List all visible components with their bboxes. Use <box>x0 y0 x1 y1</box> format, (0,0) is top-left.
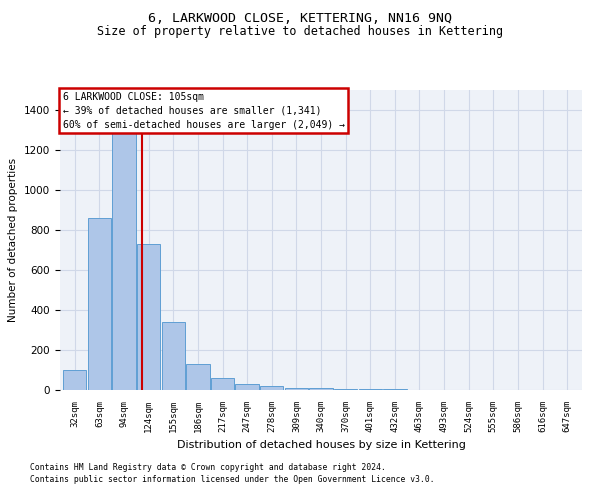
Text: Size of property relative to detached houses in Kettering: Size of property relative to detached ho… <box>97 25 503 38</box>
X-axis label: Distribution of detached houses by size in Kettering: Distribution of detached houses by size … <box>176 440 466 450</box>
Text: 6 LARKWOOD CLOSE: 105sqm
← 39% of detached houses are smaller (1,341)
60% of sem: 6 LARKWOOD CLOSE: 105sqm ← 39% of detach… <box>62 92 344 130</box>
Bar <box>334 389 358 390</box>
Bar <box>88 218 111 390</box>
Bar <box>112 122 136 390</box>
Bar <box>359 389 382 390</box>
Bar <box>186 364 209 390</box>
Bar <box>161 322 185 390</box>
Text: Contains HM Land Registry data © Crown copyright and database right 2024.: Contains HM Land Registry data © Crown c… <box>30 464 386 472</box>
Bar <box>211 378 234 390</box>
Y-axis label: Number of detached properties: Number of detached properties <box>8 158 19 322</box>
Bar <box>235 384 259 390</box>
Bar <box>137 244 160 390</box>
Bar <box>63 370 86 390</box>
Bar <box>260 386 283 390</box>
Text: 6, LARKWOOD CLOSE, KETTERING, NN16 9NQ: 6, LARKWOOD CLOSE, KETTERING, NN16 9NQ <box>148 12 452 26</box>
Bar <box>310 388 332 390</box>
Bar <box>284 388 308 390</box>
Bar <box>383 389 407 390</box>
Text: Contains public sector information licensed under the Open Government Licence v3: Contains public sector information licen… <box>30 475 434 484</box>
